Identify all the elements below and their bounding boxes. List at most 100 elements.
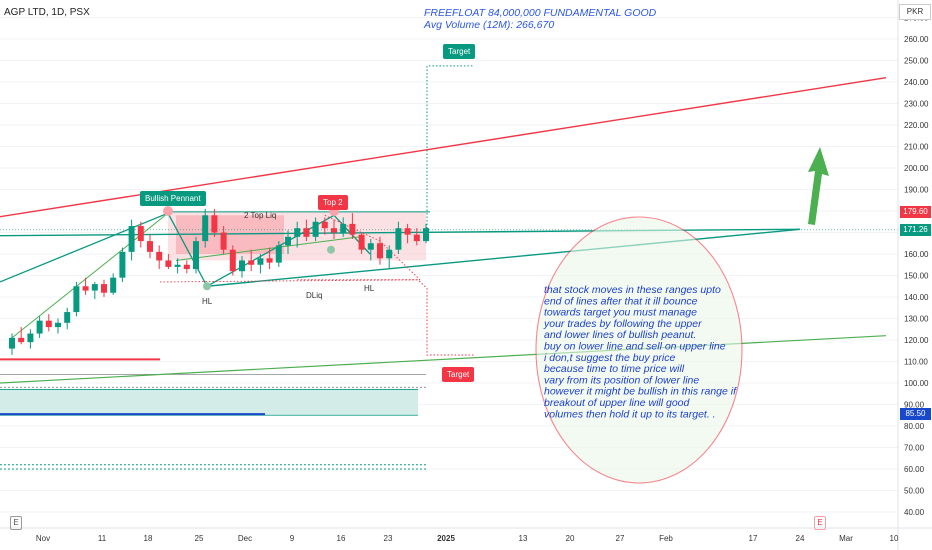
candle-body bbox=[137, 226, 144, 242]
long-red-trendline bbox=[0, 77, 887, 218]
candle-body bbox=[174, 264, 181, 267]
x-tick-label: 13 bbox=[519, 534, 528, 543]
x-tick-label: 23 bbox=[384, 534, 393, 543]
note-line: because time to time price will bbox=[544, 363, 685, 375]
candle-body bbox=[404, 228, 411, 235]
candle-body bbox=[165, 260, 172, 267]
mid-marker bbox=[327, 245, 335, 254]
y-tick-label: 190.00 bbox=[904, 186, 929, 195]
note-line: volumes then hold it up to its target. . bbox=[544, 408, 716, 420]
candle-body bbox=[248, 260, 255, 265]
x-tick-label: 24 bbox=[796, 534, 805, 543]
price-tag: 179.60 bbox=[900, 205, 931, 218]
candle-body bbox=[183, 264, 190, 270]
events-icon-right[interactable]: E bbox=[814, 516, 826, 530]
candle-body bbox=[45, 320, 52, 328]
y-tick-label: 100.00 bbox=[904, 379, 929, 388]
y-tick-label: 120.00 bbox=[904, 336, 929, 345]
y-tick-label: 50.00 bbox=[904, 487, 925, 496]
target-top-label[interactable]: Target bbox=[443, 44, 476, 59]
bullish-pennant-label[interactable]: Bullish Pennant bbox=[140, 191, 206, 206]
candle-body bbox=[358, 234, 365, 250]
candle-body bbox=[386, 249, 393, 259]
candle-body bbox=[110, 277, 117, 293]
candle-body bbox=[239, 260, 245, 272]
fundamental-info: FREEFLOAT 84,000,000 FUNDAMENTAL GOOD Av… bbox=[424, 7, 656, 31]
candle-body bbox=[321, 221, 328, 229]
candle-body bbox=[119, 251, 126, 278]
candle-body bbox=[101, 284, 107, 293]
note-line: and lower lines of bullish peanut. bbox=[544, 329, 696, 341]
events-icon-left[interactable]: E bbox=[10, 516, 22, 530]
y-tick-label: 90.00 bbox=[904, 401, 925, 410]
note-line: breakout of upper line will good bbox=[544, 397, 691, 409]
candle-body bbox=[128, 226, 135, 252]
candle-body bbox=[395, 228, 402, 250]
y-tick-label: 230.00 bbox=[904, 100, 929, 109]
candle-body bbox=[202, 215, 209, 242]
candle-body bbox=[55, 322, 61, 328]
note-line: that stock moves in these ranges upto bbox=[544, 284, 721, 296]
candle-body bbox=[193, 241, 199, 270]
avg-volume-text: Avg Volume (12M): 266,670 bbox=[424, 19, 555, 31]
candle-body bbox=[423, 228, 429, 242]
y-tick-label: 70.00 bbox=[904, 444, 925, 453]
candle-body bbox=[331, 228, 337, 233]
candle-body bbox=[156, 251, 163, 261]
top-liq-label: 2 Top Liq bbox=[244, 211, 276, 220]
note-line: end of lines after that it ill bounce bbox=[544, 295, 698, 307]
candle-body bbox=[275, 245, 282, 263]
x-tick-label: 27 bbox=[616, 534, 625, 543]
y-tick-label: 60.00 bbox=[904, 465, 925, 474]
hl-marker bbox=[203, 282, 211, 291]
price-tag: 85.50 bbox=[900, 408, 931, 421]
candle-body bbox=[377, 243, 383, 259]
hl-label: HL bbox=[364, 284, 375, 293]
inner-support-line bbox=[175, 236, 361, 261]
y-tick-label: 260.00 bbox=[904, 35, 929, 44]
candle-body bbox=[36, 320, 43, 334]
candle-body bbox=[303, 228, 310, 237]
y-tick-label: 130.00 bbox=[904, 315, 929, 324]
note-line: i don,t suggest the buy price bbox=[544, 352, 675, 364]
y-tick-label: 200.00 bbox=[904, 164, 929, 173]
x-tick-label: 2025 bbox=[437, 534, 455, 543]
note-line: towards target you must manage bbox=[544, 307, 697, 319]
top2-label[interactable]: Top 2 bbox=[318, 195, 348, 210]
target-up-path bbox=[426, 65, 474, 239]
candle-body bbox=[82, 286, 89, 291]
candle-body bbox=[73, 286, 80, 313]
x-tick-label: 10 bbox=[890, 534, 899, 543]
target-low-label[interactable]: Target bbox=[442, 367, 475, 382]
candle-body bbox=[18, 337, 25, 343]
candle-body bbox=[413, 234, 420, 242]
x-tick-label: 20 bbox=[566, 534, 575, 543]
candle-body bbox=[211, 215, 218, 233]
candle-body bbox=[266, 258, 273, 263]
dliq-label: DLiq bbox=[306, 291, 322, 300]
y-tick-label: 150.00 bbox=[904, 272, 929, 281]
candle-body bbox=[220, 232, 227, 250]
y-tick-label: 80.00 bbox=[904, 422, 925, 431]
demand-zone bbox=[0, 389, 418, 416]
candle-body bbox=[91, 284, 98, 291]
candle-body bbox=[349, 223, 356, 235]
candle-body bbox=[257, 258, 264, 265]
x-tick-label: 17 bbox=[749, 534, 758, 543]
x-tick-label: 9 bbox=[290, 534, 295, 543]
candle-body bbox=[294, 228, 301, 237]
candle-body bbox=[147, 241, 153, 252]
note-line: buy on lower line and sell on upper line bbox=[544, 341, 726, 353]
note-ellipse bbox=[535, 216, 743, 484]
hl-label: HL bbox=[202, 297, 213, 306]
x-tick-label: 11 bbox=[98, 534, 107, 543]
currency-unit: PKR bbox=[899, 4, 931, 20]
candle-body bbox=[9, 337, 15, 349]
y-tick-label: 140.00 bbox=[904, 293, 929, 302]
pennant-lower-line bbox=[206, 228, 801, 287]
y-tick-label: 250.00 bbox=[904, 57, 929, 66]
candle-body bbox=[64, 312, 71, 323]
x-tick-label: 16 bbox=[337, 534, 346, 543]
candle-body bbox=[367, 243, 374, 250]
